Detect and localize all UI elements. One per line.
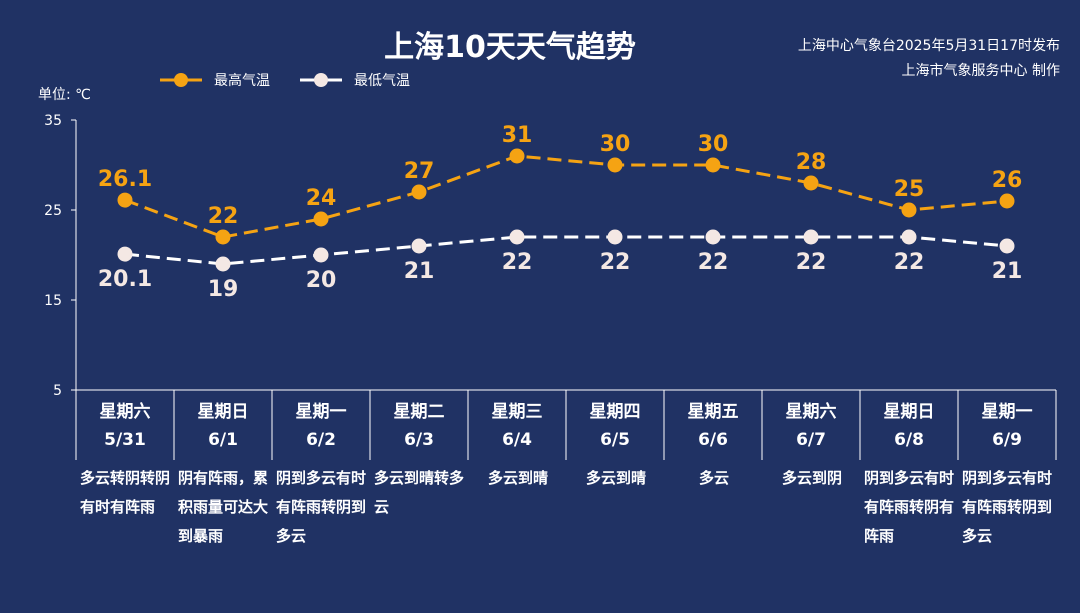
data-point-low <box>705 229 721 245</box>
date-label: 6/9 <box>992 430 1022 450</box>
weekday-label: 星期二 <box>393 402 445 422</box>
data-label-high: 31 <box>502 123 533 148</box>
data-label-high: 22 <box>208 204 239 229</box>
y-tick-label: 5 <box>53 383 62 399</box>
issuer-line-1: 上海中心气象台2025年5月31日17时发布 <box>797 38 1060 54</box>
data-label-high: 30 <box>600 132 631 157</box>
forecast-description: 多云到阴 <box>781 469 842 487</box>
chart-legend: 最高气温 最低气温 <box>160 70 410 90</box>
data-label-high: 24 <box>306 186 337 211</box>
data-label-low: 21 <box>404 259 435 284</box>
chart-title: 上海10天天气趋势 <box>384 30 636 65</box>
day-header: 星期三 6/4 <box>468 398 566 454</box>
date-label: 5/31 <box>104 430 146 450</box>
data-label-low: 19 <box>208 277 239 302</box>
weekday-label: 星期六 <box>785 402 837 422</box>
data-point-low <box>509 229 525 245</box>
forecast-description: 多云到晴转多云 <box>374 469 465 516</box>
data-label-low: 22 <box>698 250 729 275</box>
day-header: 星期一 6/9 <box>958 398 1056 454</box>
weekday-label: 星期日 <box>883 402 935 422</box>
date-label: 6/6 <box>698 430 728 450</box>
series-line-low <box>124 235 1008 266</box>
weekday-label: 星期三 <box>491 402 543 422</box>
legend-high: 最高气温 <box>160 70 270 90</box>
data-label-high: 28 <box>796 150 827 175</box>
forecast-description: 多云转阴转阴有时有阵雨 <box>80 469 171 516</box>
forecast-description: 阴到多云有时有阵雨转阴到多云 <box>276 469 367 545</box>
data-point-high <box>607 157 623 173</box>
weekday-label: 星期一 <box>295 402 347 422</box>
weekday-label: 星期六 <box>99 402 151 422</box>
day-header: 星期六 6/7 <box>762 398 860 454</box>
data-point-low <box>411 238 427 254</box>
forecast-description: 多云 <box>698 469 729 487</box>
legend-low-marker <box>300 73 342 87</box>
data-point-high <box>901 202 917 218</box>
y-tick-label: 35 <box>44 113 62 129</box>
legend-high-marker <box>160 73 202 87</box>
data-label-high: 26.1 <box>98 167 152 192</box>
day-header: 星期二 6/3 <box>370 398 468 454</box>
data-point-high <box>313 211 329 227</box>
data-point-low <box>215 256 231 272</box>
day-header: 星期五 6/6 <box>664 398 762 454</box>
data-label-high: 27 <box>404 159 435 184</box>
legend-high-label: 最高气温 <box>214 73 270 89</box>
data-point-high <box>705 157 721 173</box>
day-header: 星期六 5/31 <box>76 398 174 454</box>
data-label-high: 25 <box>894 177 925 202</box>
data-point-low <box>117 246 133 262</box>
data-point-high <box>509 148 525 164</box>
data-point-low <box>999 238 1015 254</box>
issuer-line-2: 上海市气象服务中心 制作 <box>901 63 1060 79</box>
day-header: 星期日 6/8 <box>860 398 958 454</box>
weekday-label: 星期日 <box>197 402 249 422</box>
data-label-high: 26 <box>992 168 1023 193</box>
data-point-high <box>803 175 819 191</box>
date-label: 6/7 <box>796 430 826 450</box>
series-line-high <box>124 154 1008 239</box>
data-label-low: 20.1 <box>98 267 152 292</box>
day-header: 星期日 6/1 <box>174 398 272 454</box>
y-tick-label: 15 <box>44 293 62 309</box>
legend-low-label: 最低气温 <box>354 73 410 89</box>
data-label-low: 22 <box>796 250 827 275</box>
date-label: 6/1 <box>208 430 238 450</box>
date-label: 6/5 <box>600 430 630 450</box>
data-label-low: 22 <box>502 250 533 275</box>
data-point-high <box>117 192 133 208</box>
date-label: 6/4 <box>502 430 532 450</box>
date-label: 6/8 <box>894 430 924 450</box>
unit-label: 单位: ℃ <box>38 87 91 103</box>
data-label-low: 22 <box>600 250 631 275</box>
legend-low: 最低气温 <box>300 70 410 90</box>
weekday-label: 星期一 <box>981 402 1033 422</box>
data-label-low: 22 <box>894 250 925 275</box>
issuer-info: 上海中心气象台2025年5月31日17时发布 上海市气象服务中心 制作 <box>798 34 1060 84</box>
data-label-low: 21 <box>992 259 1023 284</box>
data-point-high <box>999 193 1015 209</box>
data-point-high <box>411 184 427 200</box>
forecast-description: 阴到多云有时有阵雨转阴到多云 <box>962 469 1053 545</box>
data-point-high <box>215 229 231 245</box>
data-label-high: 30 <box>698 132 729 157</box>
forecast-description: 阴有阵雨，累积雨量可达大到暴雨 <box>178 469 269 545</box>
weekday-label: 星期四 <box>589 402 641 422</box>
date-label: 6/3 <box>404 430 434 450</box>
data-point-low <box>803 229 819 245</box>
data-point-low <box>313 247 329 263</box>
date-label: 6/2 <box>306 430 336 450</box>
forecast-description: 多云到晴 <box>487 469 548 487</box>
forecast-description: 多云到晴 <box>585 469 646 487</box>
data-label-low: 20 <box>306 268 337 293</box>
forecast-description: 阴到多云有时有阵雨转阴有阵雨 <box>864 469 955 545</box>
y-tick-label: 25 <box>44 203 62 219</box>
weekday-label: 星期五 <box>687 402 739 422</box>
day-header: 星期一 6/2 <box>272 398 370 454</box>
data-point-low <box>901 229 917 245</box>
day-header: 星期四 6/5 <box>566 398 664 454</box>
data-point-low <box>607 229 623 245</box>
